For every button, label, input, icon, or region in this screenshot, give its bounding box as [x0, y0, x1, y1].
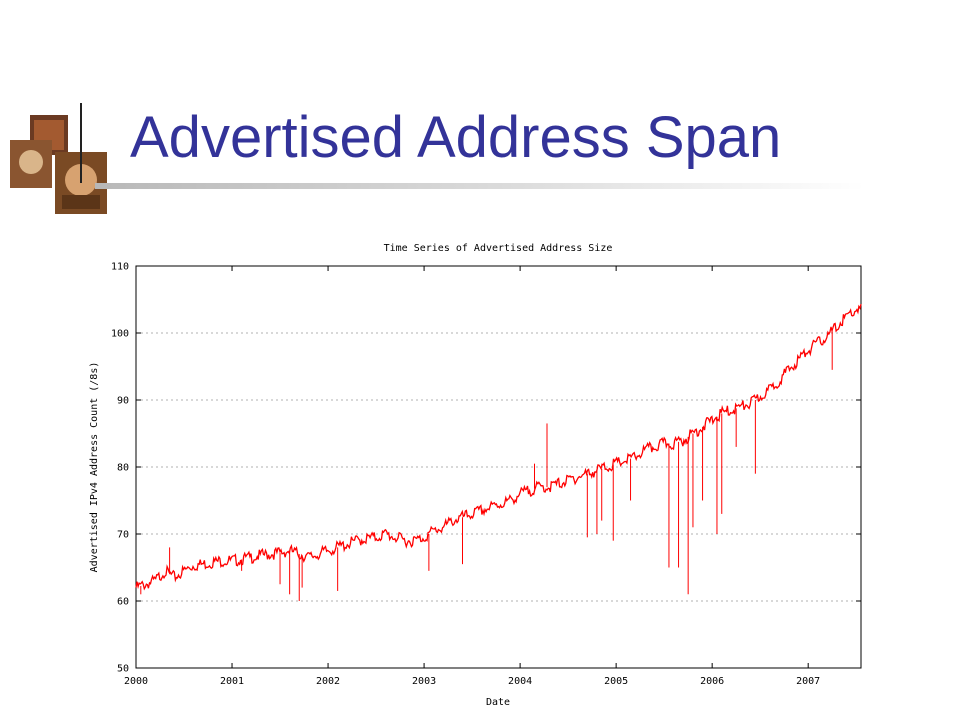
- x-tick-label: 2007: [796, 676, 820, 687]
- y-tick-label: 50: [117, 664, 129, 675]
- y-tick-label: 110: [111, 262, 129, 273]
- chart-ticks: 50 60 70 80 90 100 110 2000 2001 2002 2003 2004 2005…: [111, 262, 861, 687]
- y-tick-label: 60: [117, 597, 129, 608]
- title-vertical-rule: [80, 103, 82, 183]
- x-tick-label: 2001: [220, 676, 244, 687]
- y-tick-label: 90: [117, 396, 129, 407]
- chart-grid: [136, 332, 861, 602]
- x-tick-label: 2002: [316, 676, 340, 687]
- y-tick-label: 80: [117, 463, 129, 474]
- y-tick-label: 70: [117, 530, 129, 541]
- y-tick-label: 100: [111, 329, 129, 340]
- x-tick-label: 2005: [604, 676, 628, 687]
- x-tick-label: 2000: [124, 676, 148, 687]
- series-line: [135, 303, 862, 591]
- x-tick-label: 2003: [412, 676, 436, 687]
- x-axis-label: Date: [486, 697, 510, 708]
- x-tick-label: 2004: [508, 676, 532, 687]
- y-axis-label: Advertised IPv4 Address Count (/8s): [89, 362, 100, 573]
- chart-series: [135, 303, 862, 601]
- x-tick-label: 2006: [700, 676, 724, 687]
- title-underline: [95, 183, 865, 189]
- slide-title: Advertised Address Span: [130, 105, 782, 170]
- chart-title: Time Series of Advertised Address Size: [384, 243, 613, 254]
